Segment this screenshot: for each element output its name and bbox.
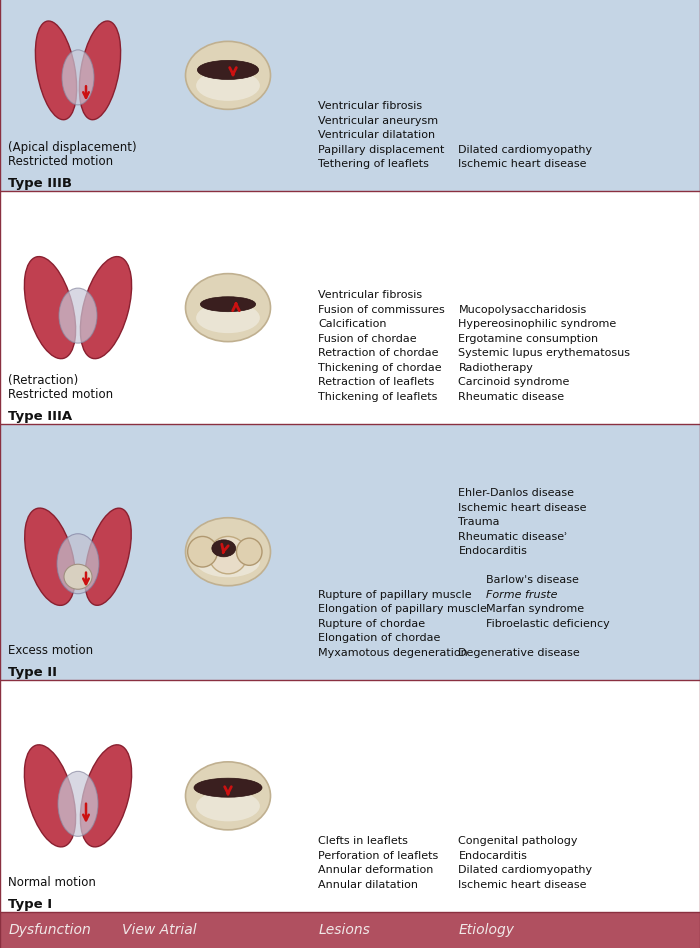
Text: Rheumatic disease: Rheumatic disease [458,392,565,402]
Ellipse shape [58,772,98,836]
Ellipse shape [80,745,132,847]
Ellipse shape [59,288,97,343]
Text: Mucopolysaccharidosis: Mucopolysaccharidosis [458,304,587,315]
Text: Rupture of papillary muscle: Rupture of papillary muscle [318,590,472,600]
Text: Ventricular fibrosis: Ventricular fibrosis [318,290,423,301]
Text: Dysfunction: Dysfunction [8,923,91,937]
Ellipse shape [64,564,92,590]
Text: Papillary displacement: Papillary displacement [318,145,445,155]
Bar [0,191,700,424]
Bar [0,912,700,948]
Ellipse shape [186,762,270,830]
Ellipse shape [80,257,132,358]
Text: Endocarditis: Endocarditis [458,546,527,556]
Ellipse shape [196,547,260,577]
Ellipse shape [197,61,258,80]
Text: Dilated cardiomyopathy: Dilated cardiomyopathy [458,866,593,875]
Ellipse shape [186,518,270,586]
Text: Ehler-Danlos disease: Ehler-Danlos disease [458,488,575,499]
Text: Systemic lupus erythematosus: Systemic lupus erythematosus [458,348,631,358]
Ellipse shape [25,257,76,358]
Text: Ergotamine consumption: Ergotamine consumption [458,334,598,344]
Ellipse shape [57,534,99,593]
Text: Calcification: Calcification [318,319,387,329]
Ellipse shape [188,537,218,567]
Text: Perforation of leaflets: Perforation of leaflets [318,851,439,861]
Ellipse shape [194,778,262,797]
Text: Marfan syndrome: Marfan syndrome [486,604,584,614]
Text: Annular dilatation: Annular dilatation [318,880,419,890]
Text: Endocarditis: Endocarditis [458,851,527,861]
Text: Ischemic heart disease: Ischemic heart disease [458,159,587,170]
Text: Dilated cardiomyopathy: Dilated cardiomyopathy [458,145,593,155]
Text: Normal motion: Normal motion [8,876,97,889]
Ellipse shape [196,302,260,333]
Text: Type I: Type I [8,898,52,911]
Ellipse shape [212,539,236,556]
Ellipse shape [237,538,262,565]
Text: Annular deformation: Annular deformation [318,866,434,875]
Text: (Retraction): (Retraction) [8,374,78,387]
Text: Retraction of leaflets: Retraction of leaflets [318,377,435,387]
Text: Tethering of leaflets: Tethering of leaflets [318,159,429,170]
Bar [0,424,700,680]
Text: Thickening of leaflets: Thickening of leaflets [318,392,438,402]
Text: Ischemic heart disease: Ischemic heart disease [458,880,587,890]
Text: Ischemic heart disease: Ischemic heart disease [458,502,587,513]
Ellipse shape [196,791,260,821]
Text: Forme fruste: Forme fruste [486,590,558,600]
Text: Restricted motion: Restricted motion [8,155,113,169]
Text: Radiotherapy: Radiotherapy [458,363,533,373]
Bar [0,680,700,912]
Text: Myxamotous degeneration: Myxamotous degeneration [318,647,468,658]
Text: Ventricular dilatation: Ventricular dilatation [318,131,435,140]
Ellipse shape [200,297,256,312]
Text: Retraction of chordae: Retraction of chordae [318,348,439,358]
Text: Fusion of commissures: Fusion of commissures [318,304,445,315]
Text: Etiology: Etiology [458,923,514,937]
Text: Carcinoid syndrome: Carcinoid syndrome [458,377,570,387]
Ellipse shape [79,21,120,119]
Text: Excess motion: Excess motion [8,644,94,657]
Text: Elongation of papillary muscle: Elongation of papillary muscle [318,604,487,614]
Text: Lesions: Lesions [318,923,370,937]
Text: Restricted motion: Restricted motion [8,388,113,401]
Text: Type IIIB: Type IIIB [8,177,72,191]
Text: Elongation of chordae: Elongation of chordae [318,633,441,643]
Ellipse shape [36,21,76,119]
Ellipse shape [62,50,94,105]
Ellipse shape [25,745,76,847]
Text: Degenerative disease: Degenerative disease [458,647,580,658]
Text: Type II: Type II [8,665,57,679]
Bar [0,0,700,191]
Text: Hypereosinophilic syndrome: Hypereosinophilic syndrome [458,319,617,329]
Text: Type IIIA: Type IIIA [8,410,73,423]
Ellipse shape [186,42,270,109]
Ellipse shape [196,70,260,100]
Text: View Atrial: View Atrial [122,923,197,937]
Text: Rupture of chordae: Rupture of chordae [318,619,426,629]
Ellipse shape [209,537,247,574]
Text: Fusion of chordae: Fusion of chordae [318,334,417,344]
Ellipse shape [85,508,132,606]
Text: Ventricular aneurysm: Ventricular aneurysm [318,116,439,126]
Ellipse shape [25,508,76,606]
Text: Congenital pathology: Congenital pathology [458,836,578,847]
Text: Ventricular fibrosis: Ventricular fibrosis [318,101,423,112]
Text: Clefts in leaflets: Clefts in leaflets [318,836,408,847]
Text: Trauma: Trauma [458,518,500,527]
Text: (Apical displacement): (Apical displacement) [8,141,137,155]
Ellipse shape [186,274,270,341]
Text: Thickening of chordae: Thickening of chordae [318,363,442,373]
Text: Rheumatic diseaseʾ: Rheumatic diseaseʾ [458,532,568,541]
Text: Barlow's disease: Barlow's disease [486,575,580,585]
Text: Fibroelastic deficiency: Fibroelastic deficiency [486,619,610,629]
